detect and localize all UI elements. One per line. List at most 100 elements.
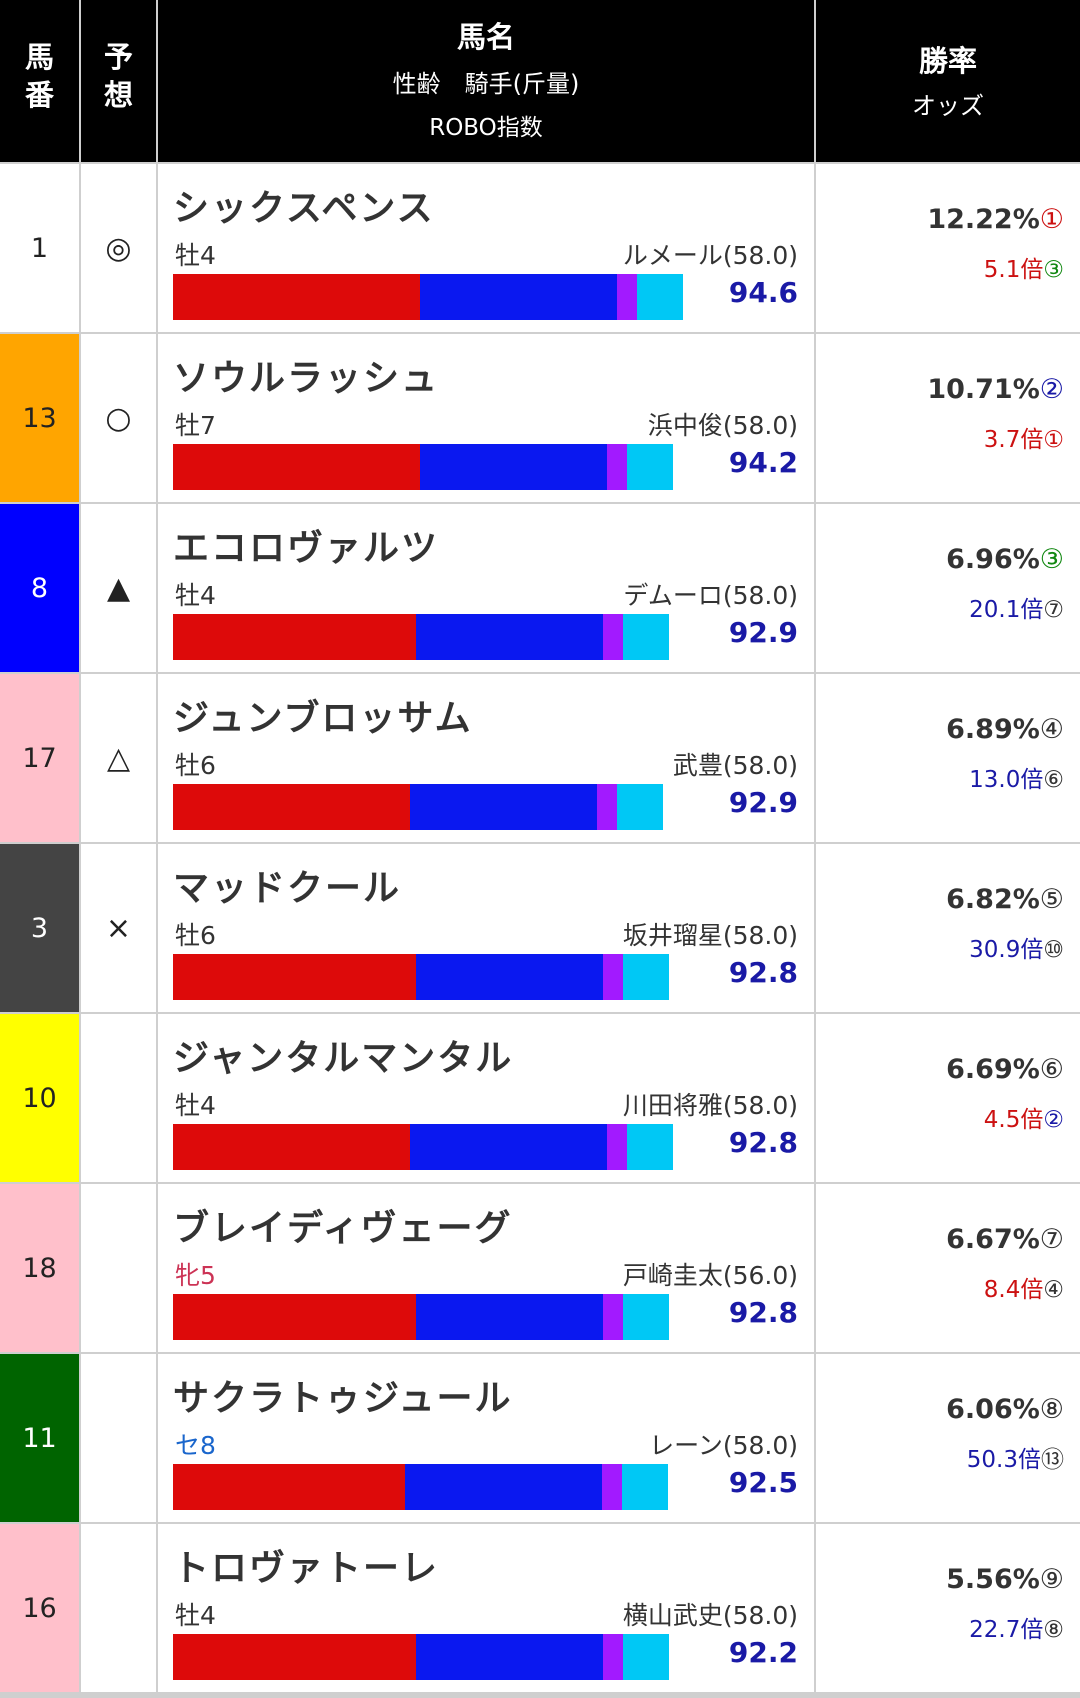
jockey-weight: 武豊(58.0) [672, 751, 798, 780]
horse-info-cell[interactable]: ジュンブロッサム 牡6 武豊(58.0) 92.9 [158, 674, 814, 842]
table-row[interactable]: 17 △ ジュンブロッサム 牡6 武豊(58.0) 92.9 6.89%④ 13.0倍⑥ [0, 674, 1080, 842]
robo-index: 92.8 [728, 1126, 798, 1159]
bar-segment-red [173, 274, 420, 320]
odds-rank: ⑦ [1043, 597, 1064, 623]
horse-info-cell[interactable]: マッドクール 牡6 坂井瑠星(58.0) 92.8 [158, 844, 814, 1012]
win-rate: 6.67%⑦ [946, 1224, 1064, 1255]
horse-number: 11 [22, 1422, 57, 1454]
robo-index-bar [173, 1634, 669, 1680]
bar-segment-blue [405, 1464, 602, 1510]
sex-age: 牡4 [175, 581, 216, 610]
win-rate: 6.69%⑥ [946, 1054, 1064, 1085]
win-rate-cell: 6.96%③ 20.1倍⑦ [816, 504, 1080, 672]
horse-name[interactable]: トロヴァトーレ [173, 1548, 440, 1589]
prediction-cell [81, 1524, 156, 1692]
odds: 8.4倍④ [984, 1270, 1064, 1304]
bar-segment-red [173, 444, 420, 490]
prediction-cell [81, 1184, 156, 1352]
bar-segment-blue [416, 614, 603, 660]
bar-segment-cyan [623, 1634, 669, 1680]
header-prediction-label: 予 想 [103, 40, 133, 112]
table-row[interactable]: 11 サクラトゥジュール セ8 レーン(58.0) 92.5 6.06%⑧ 50.3倍⑬ [0, 1354, 1080, 1522]
prediction-cell [81, 1354, 156, 1522]
header-prediction: 予 想 [81, 0, 156, 162]
table-row[interactable]: 3 × マッドクール 牡6 坂井瑠星(58.0) 92.8 6.82%⑤ 30.9倍⑩ [0, 844, 1080, 1012]
prediction-mark: × [105, 910, 132, 946]
header-name-sub2: ROBO指数 [429, 115, 543, 141]
bar-segment-cyan [627, 444, 673, 490]
odds-rank: ② [1043, 1107, 1064, 1133]
jockey-weight: 戸崎圭太(56.0) [622, 1261, 798, 1290]
horse-info-cell[interactable]: エコロヴァルツ 牡4 デムーロ(58.0) 92.9 [158, 504, 814, 672]
win-rate-value: 6.96% [946, 544, 1040, 575]
table-row[interactable]: 13 ○ ソウルラッシュ 牡7 浜中俊(58.0) 94.2 10.71%② 3.7倍① [0, 334, 1080, 502]
horse-name[interactable]: ジャンタルマンタル [173, 1038, 514, 1079]
horse-number-cell: 3 [0, 844, 79, 1012]
horse-number: 1 [30, 232, 49, 264]
horse-name[interactable]: サクラトゥジュール [173, 1378, 513, 1419]
horse-name[interactable]: ジュンブロッサム [173, 698, 473, 739]
robo-index: 92.2 [728, 1636, 798, 1669]
robo-index: 92.5 [728, 1466, 798, 1499]
odds-value: 8.4倍 [983, 1277, 1044, 1303]
robo-index-bar [173, 1124, 673, 1170]
bar-segment-red [173, 1464, 405, 1510]
horse-number: 13 [22, 402, 57, 434]
horse-name[interactable]: シックスペンス [173, 188, 435, 229]
table-row[interactable]: 8 ▲ エコロヴァルツ 牡4 デムーロ(58.0) 92.9 6.96%③ 20.1倍⑦ [0, 504, 1080, 672]
prediction-cell: ▲ [81, 504, 156, 672]
win-rate-value: 5.56% [946, 1564, 1040, 1595]
odds-rank: ④ [1043, 1277, 1064, 1303]
win-rate-cell: 6.06%⑧ 50.3倍⑬ [816, 1354, 1080, 1522]
sex-age: セ8 [175, 1431, 216, 1460]
bar-segment-red [173, 784, 410, 830]
table-row[interactable]: 16 トロヴァトーレ 牡4 横山武史(58.0) 92.2 5.56%⑨ 22.7倍⑧ [0, 1524, 1080, 1692]
horse-number: 10 [22, 1082, 57, 1114]
bar-segment-red [173, 1634, 416, 1680]
win-rate-rank: ⑤ [1039, 884, 1064, 915]
bar-segment-blue [416, 1294, 603, 1340]
horse-info-cell[interactable]: サクラトゥジュール セ8 レーン(58.0) 92.5 [158, 1354, 814, 1522]
table-row[interactable]: 18 ブレイディヴェーグ 牝5 戸崎圭太(56.0) 92.8 6.67%⑦ 8.4倍④ [0, 1184, 1080, 1352]
horse-info-cell[interactable]: シックスペンス 牡4 ルメール(58.0) 94.6 [158, 164, 814, 332]
horse-number-cell: 18 [0, 1184, 79, 1352]
bar-segment-blue [416, 1634, 603, 1680]
horse-name[interactable]: エコロヴァルツ [173, 528, 440, 569]
bar-segment-purple [607, 1124, 627, 1170]
robo-index-bar [173, 274, 683, 320]
sex-age: 牡6 [175, 921, 216, 950]
bar-segment-purple [607, 444, 627, 490]
robo-index-bar [173, 444, 673, 490]
prediction-mark: △ [106, 740, 131, 776]
table-row[interactable]: 10 ジャンタルマンタル 牡4 川田将雅(58.0) 92.8 6.69%⑥ 4.5倍② [0, 1014, 1080, 1182]
sex-age: 牡4 [175, 241, 216, 270]
win-rate-value: 6.82% [946, 884, 1040, 915]
bar-segment-cyan [623, 614, 669, 660]
horse-info-cell[interactable]: ブレイディヴェーグ 牝5 戸崎圭太(56.0) 92.8 [158, 1184, 814, 1352]
odds: 13.0倍⑥ [969, 760, 1064, 794]
odds-value: 50.3倍 [966, 1447, 1041, 1473]
horse-name[interactable]: マッドクール [173, 868, 402, 909]
robo-index-bar [173, 1464, 668, 1510]
win-rate-value: 6.69% [946, 1054, 1040, 1085]
odds: 3.7倍① [984, 420, 1064, 454]
prediction-cell: ○ [81, 334, 156, 502]
odds: 22.7倍⑧ [969, 1610, 1064, 1644]
win-rate-value: 12.22% [927, 204, 1040, 235]
horse-number-cell: 17 [0, 674, 79, 842]
odds-value: 3.7倍 [983, 427, 1044, 453]
horse-name[interactable]: ソウルラッシュ [173, 358, 440, 399]
horse-info-cell[interactable]: ジャンタルマンタル 牡4 川田将雅(58.0) 92.8 [158, 1014, 814, 1182]
horse-info-cell[interactable]: トロヴァトーレ 牡4 横山武史(58.0) 92.2 [158, 1524, 814, 1692]
bar-segment-purple [603, 614, 623, 660]
win-rate-rank: ③ [1039, 544, 1064, 575]
odds: 4.5倍② [984, 1100, 1064, 1134]
win-rate: 6.96%③ [946, 544, 1064, 575]
horse-info-cell[interactable]: ソウルラッシュ 牡7 浜中俊(58.0) 94.2 [158, 334, 814, 502]
odds: 50.3倍⑬ [967, 1440, 1064, 1474]
bar-segment-cyan [623, 1294, 669, 1340]
robo-index: 94.6 [728, 276, 798, 309]
horse-name[interactable]: ブレイディヴェーグ [173, 1208, 513, 1249]
horse-number-cell: 10 [0, 1014, 79, 1182]
table-row[interactable]: 1 ◎ シックスペンス 牡4 ルメール(58.0) 94.6 12.22%① 5.1倍③ [0, 164, 1080, 332]
